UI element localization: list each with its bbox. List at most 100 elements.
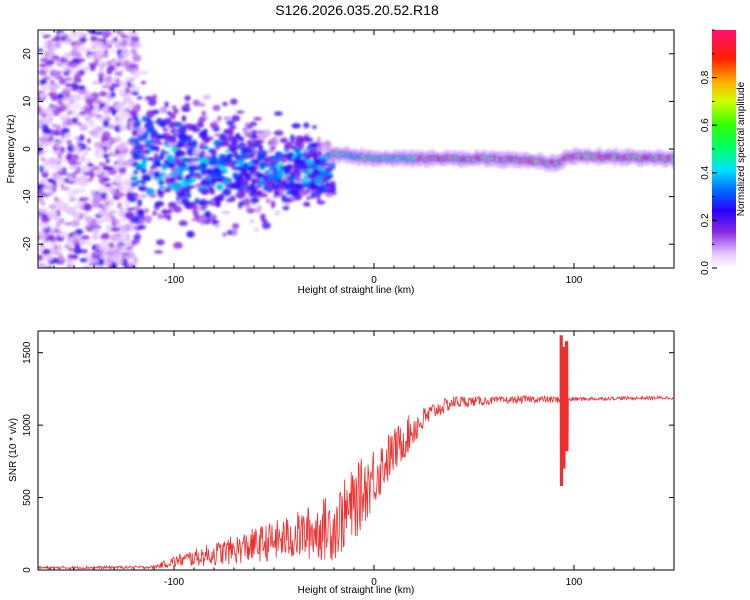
spectrogram-cell bbox=[108, 242, 115, 249]
spectrogram-cell bbox=[47, 157, 58, 163]
spectrogram-cell bbox=[234, 145, 240, 149]
spectrogram-cell bbox=[52, 251, 62, 255]
spectrogram-cell bbox=[104, 206, 111, 211]
spectrogram-cell bbox=[305, 202, 311, 207]
spectrogram-cell bbox=[258, 156, 263, 162]
spectrogram-cell bbox=[285, 190, 291, 196]
spectrogram-cell bbox=[141, 174, 150, 181]
spectrogram-cell bbox=[114, 178, 122, 184]
spectrogram-cell bbox=[123, 199, 130, 208]
spectrogram-cell bbox=[281, 194, 287, 201]
spectrogram-cell bbox=[254, 227, 259, 232]
spectrogram-cell bbox=[87, 54, 95, 59]
colorbar-tick-label: 0.8 bbox=[700, 70, 711, 84]
spectrogram-cell bbox=[103, 101, 111, 108]
spectrogram-cell bbox=[59, 31, 66, 36]
spectrogram-cell bbox=[39, 58, 48, 63]
spectrogram-xtick-label: 100 bbox=[566, 275, 583, 286]
spectrogram-cell bbox=[103, 216, 112, 221]
spectrogram-cell bbox=[103, 166, 113, 171]
spectrogram-cell bbox=[325, 181, 330, 188]
spectrogram-cell bbox=[71, 117, 79, 124]
spectrogram-cell bbox=[186, 140, 197, 147]
spectrogram-cell bbox=[156, 159, 161, 166]
spectrogram-cell bbox=[38, 196, 44, 202]
spectrogram-cell bbox=[54, 201, 61, 208]
spectrogram-cell bbox=[207, 148, 215, 153]
spectrogram-cell bbox=[241, 153, 250, 157]
spectrogram-cell bbox=[279, 137, 288, 144]
spectrogram-cell bbox=[91, 251, 98, 259]
spectrogram-cell bbox=[90, 45, 97, 51]
spectrogram-cell bbox=[80, 235, 90, 240]
spectrogram-cell bbox=[83, 203, 93, 212]
spectrogram-cell bbox=[243, 172, 252, 178]
spectrogram-cell bbox=[329, 180, 336, 189]
colorbar-tick-label: 0.2 bbox=[700, 213, 711, 227]
spectrogram-cell bbox=[181, 115, 187, 122]
figure-title: S126.2026.035.20.52.R18 bbox=[275, 2, 439, 18]
spectrogram-cell bbox=[133, 169, 139, 175]
spectrogram-cell bbox=[227, 197, 234, 201]
spectrogram-cell bbox=[324, 167, 333, 173]
spectrogram-cell bbox=[107, 64, 116, 72]
spectrogram-cell bbox=[117, 153, 128, 159]
spectrogram-cell bbox=[180, 180, 188, 188]
spectrogram-cell bbox=[57, 254, 65, 263]
spectrogram-cell bbox=[129, 264, 137, 268]
spectrogram-cell bbox=[267, 189, 273, 193]
spectrogram-cell bbox=[135, 103, 141, 112]
spectrogram-cell bbox=[308, 183, 317, 191]
spectrogram-cell bbox=[104, 140, 112, 149]
spectrogram-cell bbox=[41, 170, 49, 179]
spectrogram-cell bbox=[131, 110, 138, 116]
spectrogram-cell bbox=[222, 101, 228, 107]
spectrogram-cell bbox=[127, 99, 136, 108]
spectrogram-ytick-label: -20 bbox=[22, 237, 33, 252]
spectrogram-cell bbox=[246, 143, 252, 152]
colorbar-gradient bbox=[712, 30, 736, 268]
spectrogram-cell bbox=[105, 250, 115, 257]
spectrogram-cell bbox=[204, 210, 212, 218]
spectrogram-cell bbox=[42, 76, 49, 80]
spectrogram-cell bbox=[161, 214, 171, 219]
snr-ytick-label: 1000 bbox=[22, 414, 33, 437]
spectrogram-cell bbox=[79, 124, 88, 132]
spectrogram-cell bbox=[64, 77, 73, 82]
spectrogram-cell bbox=[108, 264, 115, 268]
spectrogram-cell bbox=[131, 115, 139, 121]
spectrogram-cell bbox=[134, 119, 141, 128]
spectrogram-cell bbox=[38, 191, 45, 197]
spectrogram-cell bbox=[56, 125, 62, 132]
spectrogram-cell bbox=[44, 253, 54, 262]
spectrogram-cell bbox=[83, 241, 93, 245]
spectrogram-cell bbox=[301, 136, 311, 143]
spectrogram-xtick-label: 0 bbox=[371, 275, 377, 286]
spectrogram-cell bbox=[39, 31, 46, 36]
spectrogram-cell bbox=[82, 211, 89, 218]
spectrogram-cell bbox=[153, 250, 163, 254]
spectrogram-cell bbox=[272, 155, 280, 160]
spectrogram-cell bbox=[111, 216, 117, 224]
spectrogram-cell bbox=[75, 166, 81, 173]
spectrogram-cell bbox=[57, 219, 65, 224]
spectrogram-cell bbox=[51, 124, 58, 128]
spectrogram-ylabel: Frequency (Hz) bbox=[6, 115, 17, 184]
snr-series-line bbox=[38, 335, 674, 570]
spectrogram-cell bbox=[280, 179, 288, 187]
spectrogram-cell bbox=[117, 258, 123, 265]
spectrogram-cell bbox=[213, 178, 219, 183]
spectrogram-cell bbox=[40, 156, 46, 162]
spectrogram-cell bbox=[76, 85, 86, 91]
spectrogram-cell bbox=[66, 175, 74, 179]
spectrogram-cell bbox=[69, 61, 74, 65]
spectrogram-cell bbox=[243, 197, 251, 206]
spectrogram-cell bbox=[66, 110, 73, 116]
spectrogram-cell bbox=[121, 160, 130, 166]
spectrogram-cell bbox=[119, 172, 124, 176]
spectrogram-cell bbox=[131, 38, 139, 43]
spectrogram-cell bbox=[50, 225, 57, 231]
spectrogram-cell bbox=[77, 161, 82, 166]
spectrogram-cell bbox=[138, 194, 148, 198]
